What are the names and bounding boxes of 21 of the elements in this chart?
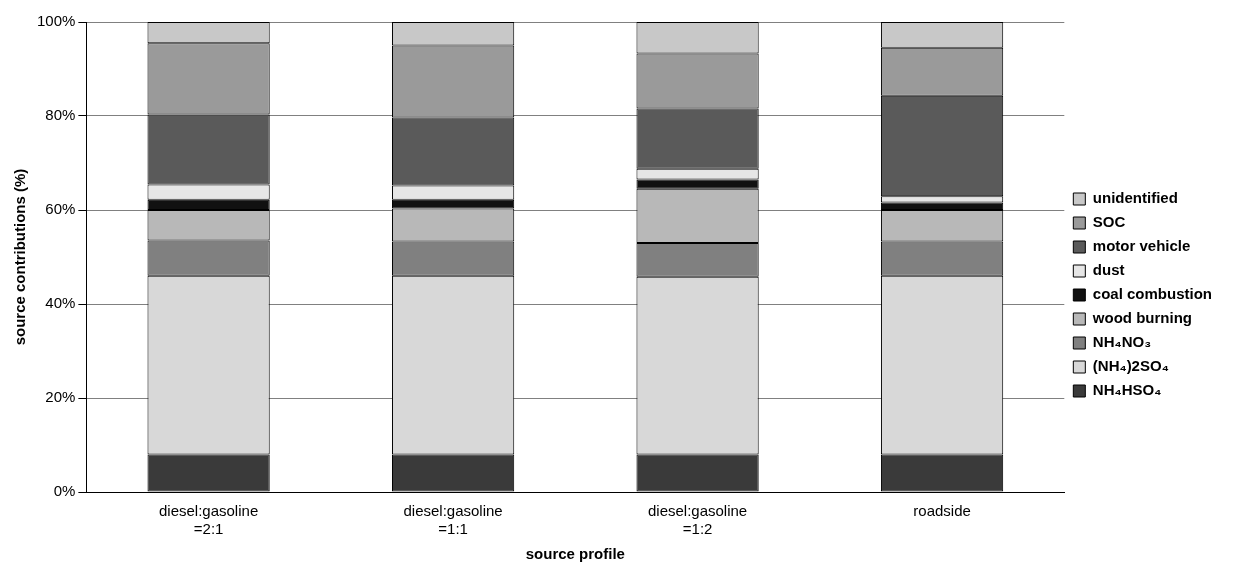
legend-label: dust [1092,261,1125,279]
y-tick-label: 40% [45,294,76,312]
legend-label: coal combustion [1092,285,1213,303]
legend-label: NH₄HSO₄ [1092,381,1162,399]
x-tick-label: diesel:gasoline =1:1 [403,502,503,538]
legend-label: wood burning [1091,309,1192,327]
x-tick-label: diesel:gasoline =1:2 [647,502,748,538]
y-tick-label: 100% [36,12,76,30]
y-tick-label: 20% [45,388,76,406]
legend-label: unidentified [1092,189,1178,207]
y-tick-label: 60% [45,200,76,218]
legend-label: SOC [1092,213,1126,231]
y-axis-title: source contributions (%) [11,168,29,346]
x-tick-label: roadside [913,502,971,520]
legend-label: (NH₄)2SO₄ [1092,357,1169,375]
x-tick-label: diesel:gasoline =2:1 [158,502,259,538]
legend-label: motor vehicle [1092,237,1191,255]
y-tick-label: 0% [53,482,76,500]
legend-label: NH₄NO₃ [1092,333,1152,351]
x-axis-title: source profile [525,545,625,563]
y-tick-label: 80% [45,106,76,124]
